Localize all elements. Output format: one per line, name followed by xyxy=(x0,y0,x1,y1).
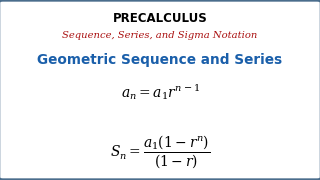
Text: $S_n = \dfrac{a_1(1 - r^n)}{(1 - r)}$: $S_n = \dfrac{a_1(1 - r^n)}{(1 - r)}$ xyxy=(110,133,210,170)
Text: PRECALCULUS: PRECALCULUS xyxy=(113,12,207,25)
Text: Sequence, Series, and Sigma Notation: Sequence, Series, and Sigma Notation xyxy=(62,31,258,40)
Text: Geometric Sequence and Series: Geometric Sequence and Series xyxy=(37,53,283,67)
Text: $a_n = a_1 r^{n-1}$: $a_n = a_1 r^{n-1}$ xyxy=(121,83,199,102)
